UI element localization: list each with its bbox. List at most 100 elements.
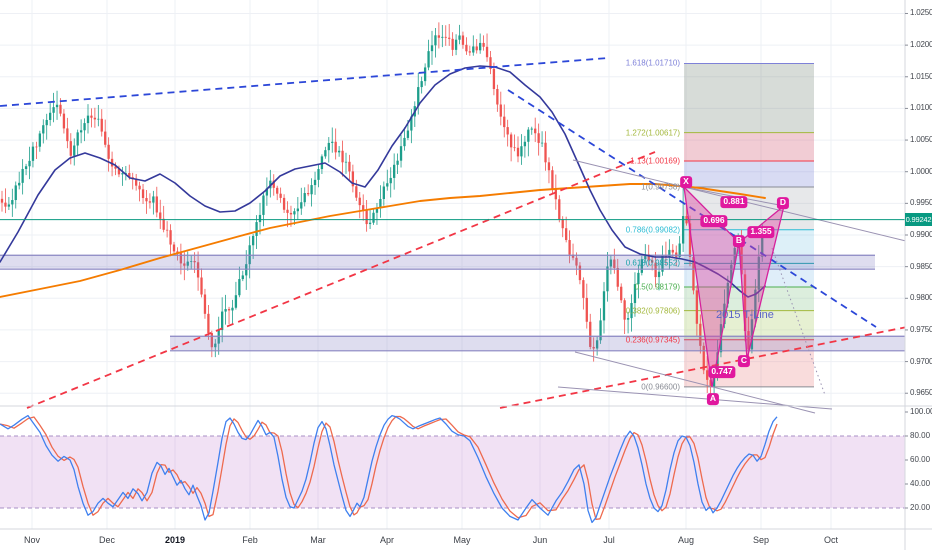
stoch-d-line [0,415,778,521]
candle-body [678,243,681,257]
candle-body [623,300,626,320]
candle-body [389,177,392,184]
candle-body [110,158,114,167]
candle-body [640,259,643,273]
candle-body [365,210,368,225]
candle-body [196,262,200,278]
candle-body [527,129,530,142]
candle-body [300,202,303,209]
candle-body [558,199,561,220]
candle-body [45,119,48,126]
candle-body [513,147,516,149]
candle-body [18,182,21,186]
candle-body [747,331,750,350]
candle-body [633,284,637,304]
candle-body [726,282,729,304]
candle-body [49,112,52,120]
candle-body [606,266,609,292]
candle-body [399,146,403,161]
candle-body [317,169,320,180]
wedge-gray-lower[interactable] [557,386,833,410]
candle-body [761,230,764,257]
candle-body [616,267,619,287]
candle-body [702,345,705,371]
candle-body [258,214,262,223]
candle-body [520,146,523,157]
candle-body [492,68,496,90]
candle-body [485,46,489,58]
candle-body [551,170,554,189]
candle-body [245,264,248,276]
candle-body [461,35,465,45]
candle-body [534,128,537,134]
price-axis-strip[interactable] [905,0,932,550]
candle-body [159,212,162,219]
candle-body [172,244,176,252]
candle-body [269,180,272,189]
candle-body [107,144,110,159]
candle-body [362,205,365,211]
candle-body [200,277,203,295]
candle-body [437,35,441,38]
candle-body [93,117,97,120]
candle-body [203,294,207,314]
candle-body [69,141,72,156]
candle-body [7,204,11,207]
candle-body [451,38,454,50]
candle-body [303,193,306,203]
candle-body [547,162,551,171]
candle-body [148,201,152,203]
candle-body [11,200,14,205]
pattern-triangle-xab[interactable] [683,185,740,388]
support-band[interactable] [0,255,875,270]
candle-body [754,289,757,320]
candle-body [186,261,189,266]
candle-body [723,303,726,325]
candle-body [637,272,640,285]
candle-body [626,318,630,320]
candle-body [709,379,712,387]
candle-body [224,309,227,312]
candle-body [516,147,520,157]
candle-body [52,107,55,113]
candle-body [100,118,103,132]
candle-body [393,164,396,178]
candle-body [138,185,141,190]
candle-body [21,168,24,183]
pattern-triangle-bcd[interactable] [738,204,786,360]
candle-body [141,189,145,198]
candle-body [599,320,602,341]
candle-body [165,229,169,231]
candle-body [162,218,165,230]
candle-body [231,307,234,311]
candle-body [375,208,379,213]
candle-body [265,188,269,196]
wedge-gray-upper[interactable] [574,351,816,414]
candle-body [589,321,592,347]
candle-body [458,35,461,40]
candle-body [468,51,471,53]
candle-body [699,323,702,346]
candle-body [582,280,585,298]
time-axis-strip[interactable] [0,529,932,550]
candle-body [324,150,327,157]
candle-body [90,115,93,118]
candle-body [733,248,736,265]
candle-body [730,264,733,283]
rising-red-dashed-steep[interactable] [26,151,656,409]
candle-body [24,166,28,169]
stoch-k-line [0,414,778,524]
candle-body [276,187,279,194]
candle-body [272,180,275,188]
candle-body [489,57,492,69]
candle-body [234,295,238,308]
candle-body [479,42,482,51]
candle-body [97,118,100,120]
candle-body [503,116,506,128]
rising-blue-dashed[interactable] [0,57,609,107]
falling-blue-dashed[interactable] [507,89,877,328]
ma-slow-orange [0,183,766,298]
candle-body [750,319,754,350]
candle-body [117,168,121,175]
